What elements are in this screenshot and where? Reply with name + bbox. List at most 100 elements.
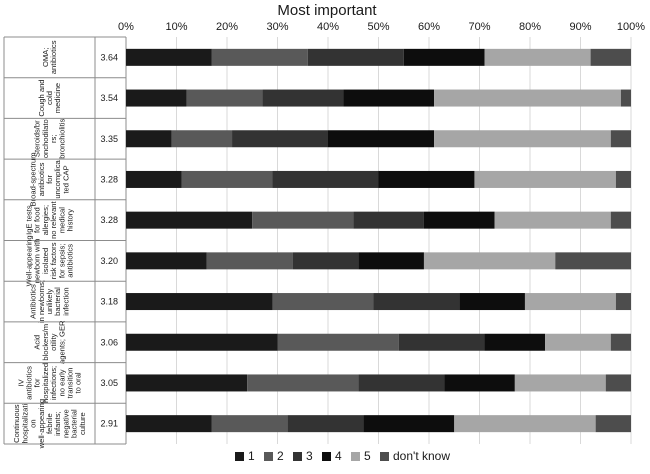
category-label-line: IV	[16, 378, 25, 386]
x-tick-label: 50%	[367, 21, 389, 33]
x-tick-label: 10%	[165, 21, 187, 33]
category-label-line: rs;	[49, 135, 58, 143]
category-label-group: Broad-spectrumantibioticsforuncomplicate…	[29, 152, 71, 206]
category-label-line: bacterial	[53, 287, 62, 316]
bar-segment-3	[398, 333, 485, 351]
bar-segment-1	[126, 48, 212, 66]
category-label-line: OMA;	[41, 48, 50, 67]
bar-segment-2	[252, 211, 354, 229]
category-label-line: febrile	[45, 413, 54, 434]
category-label-line: in newborns;	[37, 280, 46, 323]
bar-segment-2	[206, 252, 293, 270]
category-label-group: Antibioticsin newborns;unlikelybacterial…	[29, 280, 71, 323]
legend-swatch	[322, 452, 331, 461]
mean-score: 3.28	[100, 174, 118, 184]
category-label-group: Steroids/bronchodilators;bronchiolitis	[33, 119, 67, 159]
category-label-line: medicine	[53, 83, 62, 113]
bar-segment-5	[423, 252, 556, 270]
category-label: OMA;antibiotics	[41, 40, 58, 74]
bar-segment-5	[514, 374, 606, 392]
bar-segment-3	[307, 48, 404, 66]
category-label: Acidblockers/motilityagents; GER	[33, 320, 67, 364]
mean-score: 3.18	[100, 297, 118, 307]
category-label-group: IVantibioticsforhospitalizedinfections;n…	[16, 363, 82, 403]
category-label: Antibioticsin newborns;unlikelybacterial…	[29, 280, 71, 323]
x-axis-ticks: 0% 10% 20% 30% 40% 50% 60% 70% 80% 90% 100%	[118, 21, 645, 33]
legend-swatch	[380, 452, 389, 461]
category-label-line: transition	[66, 368, 75, 399]
bars	[126, 48, 631, 433]
bar-segment-3	[272, 170, 379, 188]
category-label-line: bronchiolitis	[57, 119, 66, 159]
category-label-line: bacterial	[70, 409, 79, 438]
legend-item: 3	[293, 449, 313, 463]
bar-segment-1	[126, 415, 212, 433]
category-label-line: culture	[78, 412, 87, 435]
bar-segment-2	[272, 293, 374, 311]
mean-score: 2.91	[100, 419, 118, 429]
category-label-line: for sepsis;	[57, 244, 66, 279]
x-tick-label: 40%	[317, 21, 339, 33]
legend-item: 4	[322, 449, 342, 463]
category-label-group: OMA;antibiotics	[41, 40, 58, 74]
bar-segment-5	[484, 48, 591, 66]
category-label: IgE testsfor foodallergies;no relevantme…	[25, 200, 75, 238]
legend-item: 2	[264, 449, 284, 463]
category-label: Broad-spectrumantibioticsforuncomplicate…	[29, 152, 71, 206]
category-label-line: Antibiotics	[29, 284, 38, 319]
bar-segment-3	[353, 211, 424, 229]
bar-segment-1	[126, 374, 248, 392]
legend-item: 1	[235, 449, 255, 463]
bar-segment-6	[610, 333, 631, 351]
bar-segment-2	[277, 333, 399, 351]
category-label-line: for	[45, 175, 54, 184]
category-label-line: history	[66, 209, 75, 232]
category-label-line: medical	[57, 207, 66, 233]
bar-segment-3	[287, 415, 364, 433]
bar-segment-2	[186, 89, 263, 107]
category-label-line: infections;	[49, 366, 58, 400]
category-label-line: well-appearing	[37, 399, 46, 449]
bar-segment-3	[358, 374, 445, 392]
x-tick-label: 100%	[617, 21, 645, 33]
category-label-line: Well-appearing	[25, 235, 34, 286]
category-label-line: Broad-spectrum	[29, 152, 38, 206]
bar-segment-4	[328, 130, 435, 148]
x-tick-label: 90%	[569, 21, 591, 33]
category-label-line: antibiotics	[49, 40, 58, 74]
category-label-line: Continuous	[12, 404, 21, 443]
category-label-line: onchodilato	[41, 119, 50, 158]
legend-label: 3	[306, 449, 313, 463]
category-label-line: uncomplica	[53, 159, 62, 198]
bar-segment-3	[373, 293, 460, 311]
mean-score: 3.64	[100, 52, 118, 62]
category-label-line: antibiotics	[37, 162, 46, 196]
category-label-line: ted CAP	[61, 165, 70, 193]
bar-segment-4	[363, 415, 455, 433]
x-tick-label: 0%	[118, 21, 134, 33]
category-label-line: isolated	[41, 248, 50, 274]
category-label-line: negative	[61, 409, 70, 438]
bar-segment-5	[474, 170, 616, 188]
category-label-line: antibiotics	[25, 366, 34, 400]
mean-score: 3.35	[100, 134, 118, 144]
category-label-line: Steroids/br	[33, 120, 42, 157]
category-label-line: cold	[45, 91, 54, 105]
x-tick-label: 70%	[468, 21, 490, 33]
bar-segment-2	[247, 374, 359, 392]
bar-segment-3	[262, 89, 344, 107]
bar-segment-5	[454, 415, 596, 433]
category-label-line: hospitalized	[41, 363, 50, 403]
category-label: IVantibioticsforhospitalizedinfections;n…	[16, 363, 82, 403]
bar-segment-6	[590, 48, 631, 66]
chart-title: Most important	[277, 2, 377, 19]
category-label-line: no relevant	[49, 200, 58, 238]
category-label-line: Acid	[33, 335, 42, 350]
bar-segment-2	[181, 170, 273, 188]
category-label-line: risk factors	[49, 242, 58, 279]
bar-segment-4	[403, 48, 485, 66]
legend-swatch	[235, 452, 244, 461]
mean-score: 3.20	[100, 256, 118, 266]
